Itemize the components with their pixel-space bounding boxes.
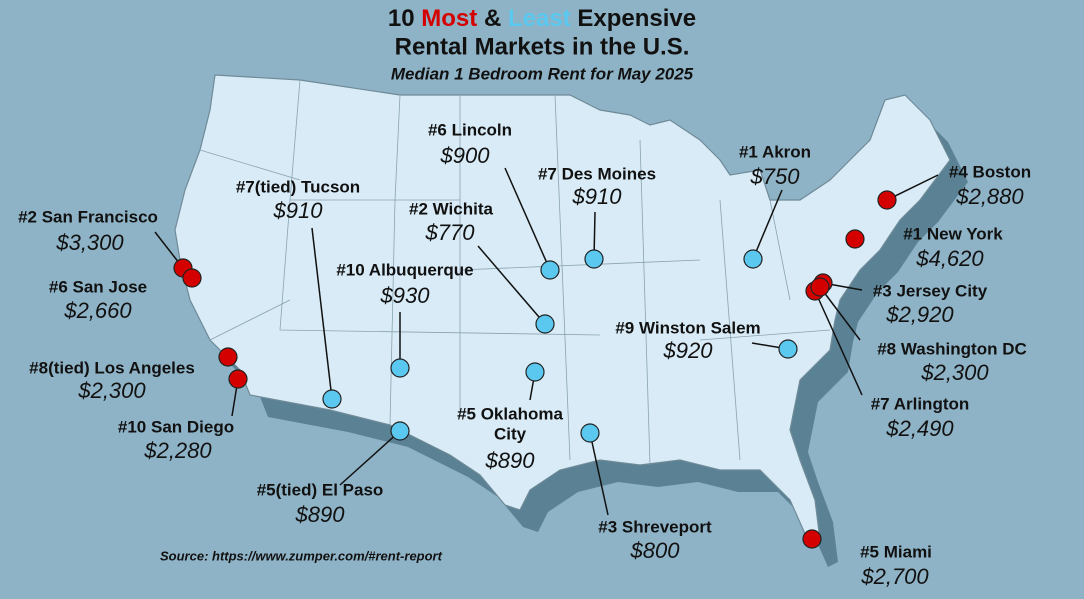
market-rent: $2,300 [77,378,146,403]
subtitle: Median 1 Bedroom Rent for May 2025 [391,64,694,83]
leader-line [589,432,609,516]
leader-line [477,245,546,325]
leader-line [339,430,401,486]
market-name: City [494,424,527,443]
us-land [174,74,951,546]
market-rent: $2,880 [955,184,1024,209]
market-name: #7 Arlington [871,394,970,413]
market-name: #10 Albuquerque [336,260,473,279]
market-dot [218,347,238,367]
market-rent: $2,700 [860,564,929,589]
market-dot [810,277,830,297]
leader-line [814,290,863,396]
title-part: Expensive [577,5,696,32]
market-name: #3 Shreveport [598,517,712,536]
market-name: #5(tied) El Paso [257,480,384,499]
market-name: #1 New York [903,224,1003,243]
market-rent: $930 [380,283,431,308]
market-dot [580,423,600,443]
market-rent: $920 [663,338,714,363]
market-rent: $800 [630,538,681,563]
state-lines [199,79,831,466]
market-dot [540,260,560,280]
market-name: #3 Jersey City [873,281,988,300]
market-rent: $900 [440,143,491,168]
leader-line [311,227,333,400]
market-dot [182,268,202,288]
market-dot [845,229,865,249]
market-name: #5 Miami [860,542,932,561]
market-dot [535,314,555,334]
market-rent: $770 [425,220,476,245]
market-name: #10 San Diego [118,417,234,436]
market-name: #7(tied) Tucson [236,177,360,196]
market-name: #7 Des Moines [538,164,656,183]
market-dot [778,339,798,359]
title-least: Least [508,5,571,32]
leader-line [819,286,861,341]
market-name: #2 San Francisco [18,207,158,226]
source: Source: https://www.zumper.com/#rent-rep… [160,548,443,563]
title-part: & [484,5,501,32]
market-rent: $2,490 [885,416,954,441]
market-name: #5 Oklahoma [457,404,563,423]
leader-line [752,189,783,260]
market-rent: $2,300 [920,360,989,385]
market-rent: $2,280 [143,438,212,463]
market-dot [802,529,822,549]
title-line2: Rental Markets in the U.S. [395,33,690,60]
market-rent: $3,300 [55,230,124,255]
market-dot [743,249,763,269]
market-name: #9 Winston Salem [615,318,760,337]
market-dot [228,369,248,389]
market-dot [877,190,897,210]
market-rent: $2,920 [885,302,954,327]
title-most: Most [421,5,477,32]
market-dot [584,249,604,269]
market-name: #8(tied) Los Angeles [29,358,195,377]
market-rent: $2,660 [63,298,132,323]
market-name: #8 Washington DC [877,339,1027,358]
market-name: #4 Boston [949,162,1031,181]
market-dot [390,421,410,441]
market-name: #1 Akron [739,142,811,161]
market-rent: $890 [485,448,536,473]
market-name: #2 Wichita [409,199,493,218]
leader-line [504,167,551,271]
market-name: #6 Lincoln [428,120,512,139]
market-rent: $890 [295,502,346,527]
market-rent: $910 [572,184,623,209]
market-dot [525,362,545,382]
market-rent: $910 [273,198,324,223]
market-rent: $750 [750,164,801,189]
market-dot [390,358,410,378]
title: 10 Most & Least Expensive [388,5,696,32]
title-part: 10 [388,5,415,32]
market-dot [322,389,342,409]
market-name: #6 San Jose [49,277,147,296]
market-rent: $4,620 [915,246,984,271]
